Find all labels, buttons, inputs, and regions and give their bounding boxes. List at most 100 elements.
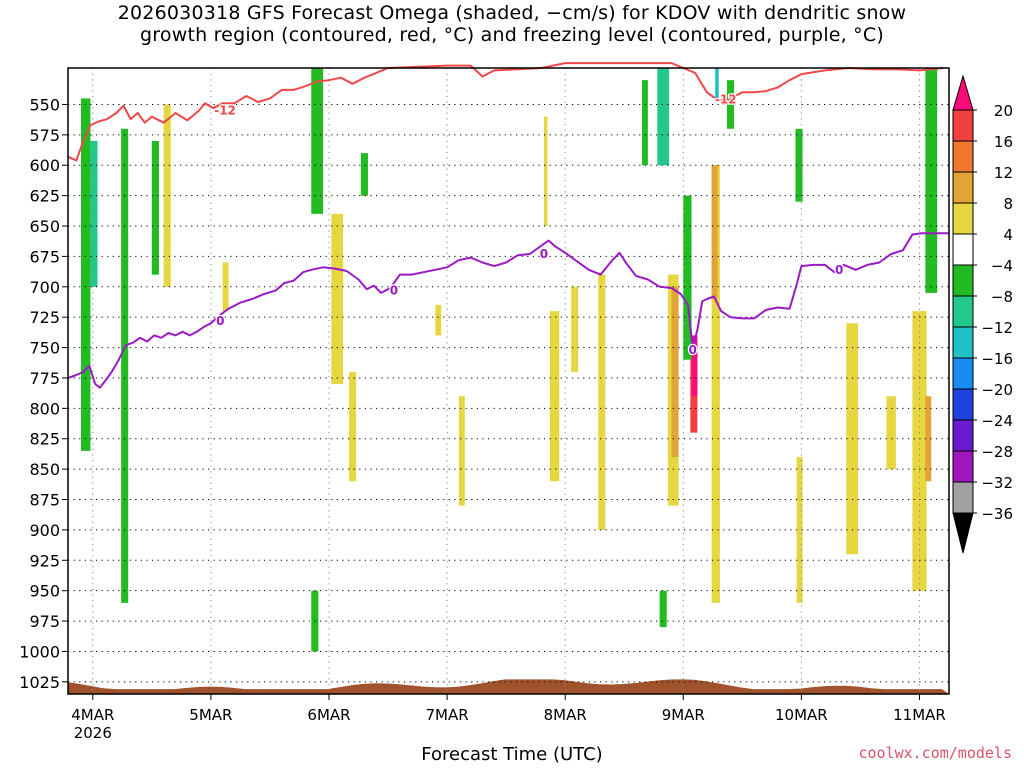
plot-frame <box>67 67 950 695</box>
omega-cell <box>598 274 606 530</box>
colorbar-label: −4 <box>991 257 1013 275</box>
omega-shading-layer <box>80 68 938 652</box>
y-tick-label: 850 <box>29 460 60 479</box>
colorbar-label: −20 <box>981 381 1013 399</box>
omega-cell <box>886 396 896 470</box>
colorbar-swatch <box>952 140 974 173</box>
colorbar-label: 4 <box>1003 226 1013 244</box>
colorbar-swatch <box>952 109 974 142</box>
omega-cell <box>360 153 368 196</box>
omega-cell <box>121 128 129 603</box>
omega-cell <box>80 98 91 451</box>
y-tick-label: 925 <box>29 551 60 570</box>
omega-cell <box>796 456 803 603</box>
x-tick-label: 9MAR <box>662 706 705 724</box>
y-tick-label: 625 <box>29 187 60 206</box>
colorbar-label: −24 <box>981 412 1013 430</box>
omega-cell <box>435 305 442 336</box>
x-tick-label: 5MAR <box>189 706 232 724</box>
colorbar-label: −28 <box>981 443 1013 461</box>
contour-lines: -12 -12 0 0 0 0 0 <box>67 62 949 389</box>
contour-label: -12 <box>214 104 236 118</box>
y-tick-label: 650 <box>29 217 60 236</box>
y-tick-label: 675 <box>29 247 60 266</box>
y-tick-label: 900 <box>29 521 60 540</box>
y-tick-label: 825 <box>29 430 60 449</box>
contour-label: 0 <box>540 247 548 261</box>
y-axis: 550 575 600 625 650 675 700 725 750 775 800 825 850 8… <box>19 95 68 692</box>
title-line-1: 2026030318 GFS Forecast Omega (shaded, −… <box>117 2 907 24</box>
y-tick-label: 950 <box>29 582 60 601</box>
colorbar-swatch <box>952 450 974 483</box>
y-tick-label: 875 <box>29 491 60 510</box>
omega-cell <box>571 286 579 372</box>
omega-cell <box>925 68 938 293</box>
contour-label: -12 <box>715 93 737 107</box>
colorbar-swatch <box>952 295 974 328</box>
x-tick-label: 11MAR <box>893 706 946 724</box>
omega-cell <box>795 128 803 202</box>
contour-line <box>67 62 944 162</box>
omega-cell <box>163 104 171 287</box>
contour-label: 0 <box>689 343 697 357</box>
omega-cell <box>683 195 692 360</box>
x-tick-label: 8MAR <box>544 706 587 724</box>
omega-cell <box>711 165 718 299</box>
colorbar-label: 16 <box>994 133 1013 151</box>
colorbar-swatch <box>952 202 974 235</box>
x-tick-label: 10MAR <box>775 706 828 724</box>
omega-cell <box>912 311 927 591</box>
y-tick-label: 975 <box>29 612 60 631</box>
omega-cell <box>691 335 698 397</box>
title-line-2: growth region (contoured, red, °C) and f… <box>140 24 884 46</box>
colorbar-label: −16 <box>981 350 1013 368</box>
colorbar-top-arrow <box>952 74 974 111</box>
terrain-band <box>68 679 949 694</box>
y-tick-label: 600 <box>29 156 60 175</box>
x-axis-label: Forecast Time (UTC) <box>421 744 603 765</box>
colorbar-label: −8 <box>991 288 1013 306</box>
y-tick-label: 550 <box>29 95 60 114</box>
omega-cell <box>90 140 98 287</box>
omega-cell <box>711 165 720 603</box>
colorbar-swatch <box>952 264 974 297</box>
x-tick-label: 6MAR <box>307 706 350 724</box>
omega-cell <box>331 213 344 385</box>
x-tick-label: 4MAR <box>71 706 114 724</box>
omega-cell <box>151 140 159 275</box>
plot-border <box>67 67 950 695</box>
omega-cell <box>925 396 932 482</box>
y-tick-label: 700 <box>29 278 60 297</box>
omega-cell <box>543 116 548 227</box>
colorbar-swatch <box>952 233 974 266</box>
y-tick-label: 1000 <box>19 642 60 661</box>
colorbar-label: −32 <box>981 474 1013 492</box>
grid-lines <box>68 68 949 694</box>
omega-cell <box>349 371 357 482</box>
site-credit: coolwx.com/models <box>858 744 1012 762</box>
omega-cell <box>671 286 679 457</box>
colorbar-swatch <box>952 171 974 204</box>
omega-cell <box>659 590 667 628</box>
colorbar-swatch <box>952 357 974 390</box>
colorbar-label: −12 <box>981 319 1013 337</box>
omega-cell <box>549 311 560 482</box>
x-tick-label: 7MAR <box>426 706 469 724</box>
colorbar-bottom-arrow <box>952 512 974 554</box>
ground-surface <box>68 679 949 694</box>
colorbar-swatch <box>952 481 974 514</box>
omega-cell <box>458 396 465 506</box>
y-tick-label: 725 <box>29 308 60 327</box>
x-tick-year: 2026 <box>74 724 112 742</box>
colorbar-label: −36 <box>981 505 1013 523</box>
colorbar-label: 8 <box>1003 195 1013 213</box>
omega-cell <box>311 68 324 214</box>
contour-label: 0 <box>835 263 843 277</box>
omega-cell <box>657 68 670 166</box>
contour-line <box>67 232 949 389</box>
omega-cell <box>715 68 719 99</box>
y-tick-label: 775 <box>29 369 60 388</box>
colorbar-swatch <box>952 419 974 452</box>
